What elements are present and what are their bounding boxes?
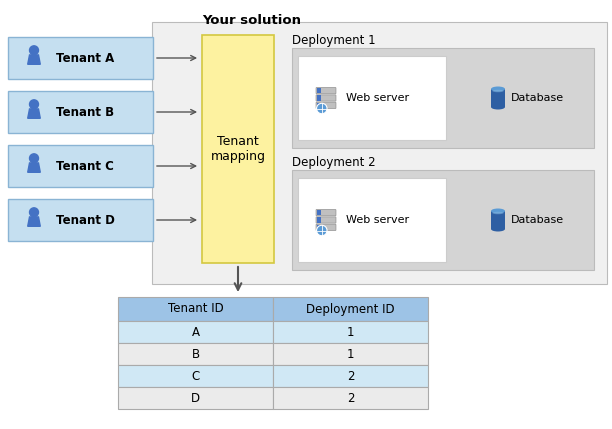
FancyBboxPatch shape xyxy=(316,209,336,216)
Text: Deployment ID: Deployment ID xyxy=(306,302,395,315)
Polygon shape xyxy=(28,163,40,172)
Bar xyxy=(8,145,153,187)
Text: Database: Database xyxy=(511,215,564,225)
Bar xyxy=(8,37,153,79)
Circle shape xyxy=(316,225,327,236)
Bar xyxy=(316,88,321,93)
Bar xyxy=(316,103,321,108)
Text: 2: 2 xyxy=(347,392,354,405)
Bar xyxy=(118,297,273,321)
Ellipse shape xyxy=(491,87,505,91)
Text: B: B xyxy=(192,347,200,360)
Text: 1: 1 xyxy=(347,347,354,360)
Text: Tenant B: Tenant B xyxy=(56,106,114,118)
Bar xyxy=(316,225,321,230)
Bar xyxy=(298,56,446,140)
Ellipse shape xyxy=(491,227,505,232)
Bar xyxy=(8,199,153,241)
Text: D: D xyxy=(191,392,200,405)
Text: Web server: Web server xyxy=(346,93,409,103)
Circle shape xyxy=(29,208,39,217)
Text: Tenant D: Tenant D xyxy=(56,214,115,227)
Text: Tenant A: Tenant A xyxy=(56,51,114,64)
Text: 1: 1 xyxy=(347,326,354,338)
FancyBboxPatch shape xyxy=(316,95,336,101)
Text: Tenant
mapping: Tenant mapping xyxy=(211,135,266,163)
Text: Deployment 2: Deployment 2 xyxy=(292,156,376,169)
Ellipse shape xyxy=(493,90,504,92)
Text: C: C xyxy=(192,369,200,383)
Bar xyxy=(273,387,428,409)
Bar xyxy=(292,170,594,270)
Bar xyxy=(491,89,505,107)
Text: Database: Database xyxy=(511,93,564,103)
Bar xyxy=(8,91,153,133)
FancyBboxPatch shape xyxy=(316,102,336,109)
Text: Web server: Web server xyxy=(346,215,409,225)
FancyBboxPatch shape xyxy=(316,217,336,223)
Bar xyxy=(118,321,273,343)
Bar xyxy=(202,35,274,263)
Circle shape xyxy=(29,154,39,163)
Bar xyxy=(118,343,273,365)
Ellipse shape xyxy=(491,105,505,109)
Ellipse shape xyxy=(491,208,505,214)
Polygon shape xyxy=(28,109,40,118)
Bar xyxy=(152,22,607,284)
Bar xyxy=(298,178,446,262)
Text: Deployment 1: Deployment 1 xyxy=(292,34,376,47)
Bar xyxy=(316,218,321,223)
Text: A: A xyxy=(192,326,200,338)
Polygon shape xyxy=(28,217,40,227)
Circle shape xyxy=(316,103,327,114)
Bar xyxy=(316,95,321,101)
Ellipse shape xyxy=(493,212,504,214)
Circle shape xyxy=(29,100,39,109)
Bar xyxy=(118,387,273,409)
Text: Tenant C: Tenant C xyxy=(56,160,114,172)
Bar xyxy=(273,297,428,321)
FancyBboxPatch shape xyxy=(316,224,336,230)
Bar xyxy=(118,365,273,387)
Bar xyxy=(273,343,428,365)
Bar xyxy=(273,321,428,343)
Text: Your solution: Your solution xyxy=(203,14,302,27)
Bar xyxy=(292,48,594,148)
Circle shape xyxy=(29,46,39,55)
Text: Tenant ID: Tenant ID xyxy=(168,302,223,315)
Bar xyxy=(316,210,321,215)
Text: 2: 2 xyxy=(347,369,354,383)
FancyBboxPatch shape xyxy=(316,88,336,94)
Polygon shape xyxy=(28,55,40,64)
Bar xyxy=(491,211,505,229)
Bar xyxy=(273,365,428,387)
